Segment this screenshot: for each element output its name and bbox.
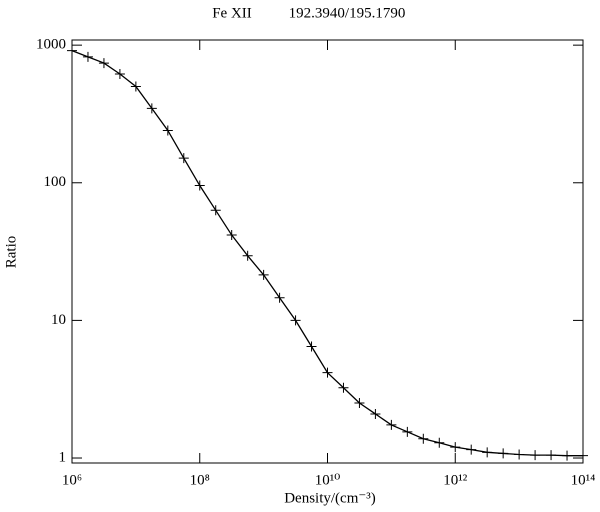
data-point — [290, 315, 301, 326]
data-point — [114, 69, 125, 80]
data-point — [370, 408, 381, 419]
data-point — [67, 45, 77, 56]
data-point — [210, 205, 221, 216]
data-point — [306, 341, 317, 352]
data-point — [354, 398, 365, 409]
data-point — [226, 230, 237, 241]
y-tick-label: 10 — [51, 312, 66, 328]
data-point — [162, 125, 173, 136]
data-point — [194, 180, 205, 191]
data-point — [386, 419, 397, 430]
data-point — [402, 426, 413, 437]
chart-title: Fe XII — [212, 5, 252, 21]
data-point — [258, 269, 269, 280]
y-axis-label: Ratio — [3, 236, 19, 269]
data-point — [578, 450, 588, 461]
data-point — [514, 449, 525, 460]
data-point — [322, 367, 333, 378]
x-axis-label: Density/(cm⁻³) — [284, 490, 376, 506]
y-tick-label: 1000 — [36, 37, 66, 53]
y-tick-label: 1 — [59, 449, 67, 465]
data-point — [434, 437, 445, 448]
x-tick-label: 10⁸ — [190, 472, 210, 488]
x-tick-label: 10¹⁰ — [315, 472, 341, 488]
data-point — [418, 433, 429, 444]
data-point — [146, 103, 157, 114]
data-point — [274, 292, 285, 303]
data-point — [546, 450, 557, 461]
data-point — [562, 450, 573, 461]
data-point — [466, 444, 477, 455]
data-point — [338, 382, 349, 393]
x-tick-label: 10⁶ — [62, 472, 82, 488]
data-point — [242, 250, 253, 261]
x-tick-label: 10¹² — [443, 472, 467, 488]
data-point — [450, 442, 461, 453]
data-point — [482, 447, 493, 458]
data-point — [498, 448, 509, 459]
y-tick-label: 100 — [44, 174, 67, 190]
data-point — [82, 51, 93, 62]
data-point — [98, 58, 109, 69]
series-line — [71, 50, 583, 457]
chart-subtitle: 192.3940/195.1790 — [289, 5, 406, 21]
data-point — [130, 81, 141, 92]
data-point — [178, 153, 189, 164]
data-point — [530, 450, 541, 461]
x-tick-label: 10¹⁴ — [571, 472, 596, 488]
